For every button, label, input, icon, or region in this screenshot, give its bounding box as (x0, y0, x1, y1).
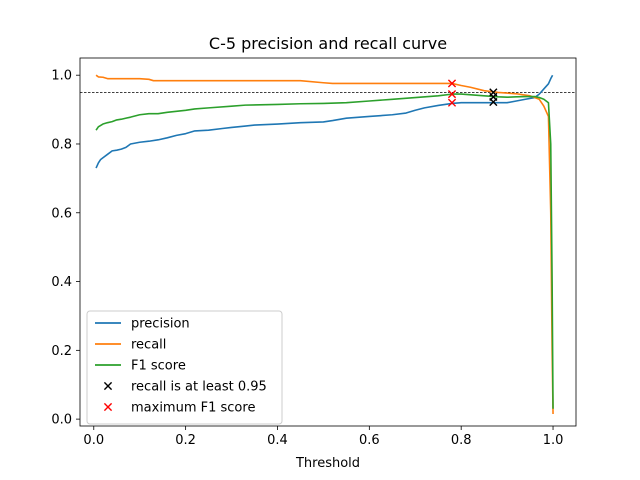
plot-area (79, 57, 577, 427)
legend-box (86, 310, 283, 425)
legend-entry: maximum F1 score (103, 401, 255, 416)
x-tick-label: 0.6 (359, 433, 380, 448)
y-tick-label: 0.8 (51, 137, 72, 152)
legend-entry: precision (95, 317, 190, 332)
x-tick-label: 0.2 (175, 433, 196, 448)
series-line-recall (95, 74, 554, 414)
marker-max-f1-2 (447, 98, 457, 107)
x-axis: 0.0 0.2 0.4 0.6 0.8 1.0 (83, 426, 563, 448)
chart-title: C-5 precision and recall curve (209, 34, 447, 53)
legend-label: precision (131, 317, 190, 332)
marker-recall-95-2 (489, 97, 498, 107)
y-tick-label: 1.0 (51, 69, 72, 84)
marker-max-f1-0 (447, 79, 457, 88)
x-tick-label: 0.0 (83, 433, 104, 448)
x-tick-label: 0.8 (451, 433, 472, 448)
axes-frame (79, 57, 577, 427)
y-axis: 0.0 0.2 0.4 0.6 0.8 1.0 (51, 69, 80, 428)
y-tick-label: 0.6 (51, 206, 72, 221)
legend-swatch (103, 381, 113, 391)
marker-max-f1-1 (447, 90, 457, 99)
y-tick-label: 0.0 (51, 413, 72, 428)
y-tick-label: 0.4 (51, 275, 72, 290)
legend-swatch (103, 402, 113, 412)
series-line-precision (95, 74, 554, 169)
legend-label: recall is at least 0.95 (131, 380, 267, 395)
x-tick-label: 0.4 (267, 433, 288, 448)
x-tick-label: 1.0 (543, 433, 564, 448)
x-axis-label: Threshold (295, 456, 360, 471)
legend-entry: recall is at least 0.95 (103, 380, 267, 395)
legend-entry: F1 score (95, 359, 186, 374)
legend: precision recall F1 score recall is at leas… (86, 310, 283, 425)
legend-entry: recall (95, 338, 166, 353)
legend-label: F1 score (131, 359, 186, 374)
legend-label: maximum F1 score (131, 401, 255, 416)
legend-label: recall (131, 338, 166, 353)
series-line-f1-score (95, 93, 554, 409)
y-tick-label: 0.2 (51, 344, 72, 359)
